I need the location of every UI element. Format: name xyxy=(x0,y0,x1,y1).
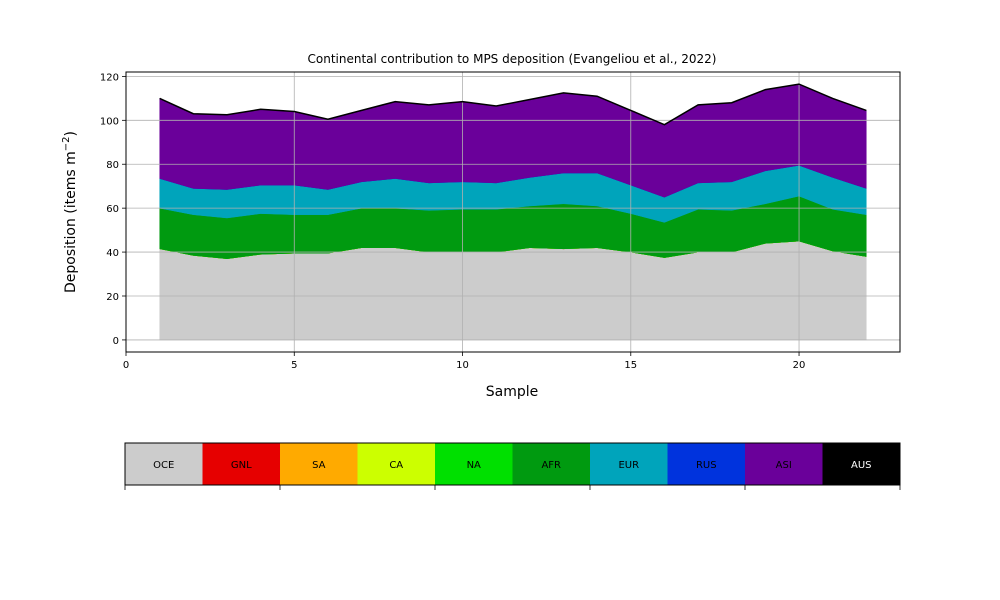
x-axis-title: Sample xyxy=(486,384,539,400)
x-tick-label: 15 xyxy=(624,360,637,371)
chart-title: Continental contribution to MPS depositi… xyxy=(308,52,717,66)
colorbar-swatch-oce xyxy=(125,443,203,485)
colorbar-swatch-aus xyxy=(822,443,901,485)
x-tick-label: 20 xyxy=(793,360,806,371)
colorbar-swatch-asi xyxy=(745,443,823,485)
colorbar-swatch-gnl xyxy=(202,443,281,485)
colorbar-label-gnl: GNL xyxy=(231,460,252,471)
x-tick-label: 0 xyxy=(123,360,129,371)
colorbar-swatch-afr xyxy=(512,443,591,485)
colorbar-swatch-rus xyxy=(667,443,746,485)
x-tick-label: 5 xyxy=(291,360,297,371)
colorbar-swatch-na xyxy=(435,443,513,485)
y-tick-label: 80 xyxy=(106,160,119,171)
total-line xyxy=(159,83,867,126)
area-oce xyxy=(159,240,867,341)
x-tick-label: 10 xyxy=(456,360,469,371)
colorbar-label-ca: CA xyxy=(389,460,403,471)
colorbar-label-na: NA xyxy=(467,460,481,471)
colorbar-swatch-ca xyxy=(357,443,436,485)
x-axis-ticks: 0 5 10 15 20 xyxy=(123,352,806,371)
y-tick-label: 20 xyxy=(106,292,119,303)
colorbar-frame xyxy=(124,442,901,486)
stacked-areas xyxy=(159,83,867,341)
colorbar-label-sa: SA xyxy=(312,460,326,471)
colorbar-label-rus: RUS xyxy=(696,460,717,471)
colorbar-swatch-sa xyxy=(280,443,358,485)
grid-lines xyxy=(125,72,900,352)
plot-frame xyxy=(125,71,901,353)
colorbar-swatch-eur xyxy=(590,443,668,485)
colorbar-label-asi: ASI xyxy=(776,460,792,471)
y-axis-ticks: 0 20 40 60 80 100 120 xyxy=(100,72,126,347)
colorbar-legend: OCE GNL SA CA NA AFR EUR RUS ASI AUS xyxy=(124,442,901,490)
y-tick-label: 60 xyxy=(106,204,119,215)
total-outline xyxy=(159,83,867,126)
colorbar-label-oce: OCE xyxy=(153,460,174,471)
y-tick-label: 120 xyxy=(100,72,119,83)
colorbar-label-afr: AFR xyxy=(541,460,561,471)
colorbar-label-eur: EUR xyxy=(618,460,639,471)
y-axis-title: Deposition (items m−2) xyxy=(61,131,79,293)
y-tick-label: 0 xyxy=(113,336,119,347)
y-tick-label: 40 xyxy=(106,248,119,259)
y-tick-label: 100 xyxy=(100,116,119,127)
colorbar-label-aus: AUS xyxy=(851,460,872,471)
